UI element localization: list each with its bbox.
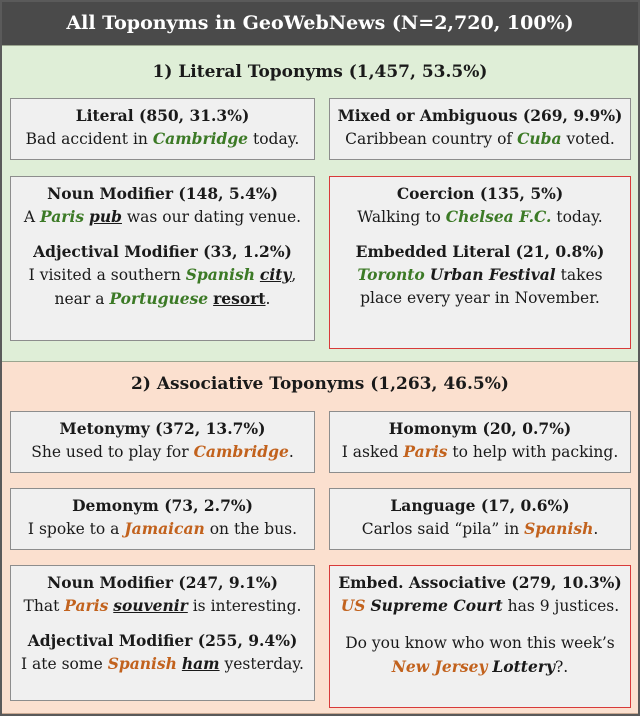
adjectival-modifier-title: Adjectival Modifier (255, 9.4%) — [27, 631, 298, 650]
head-noun: pub — [89, 207, 122, 226]
toponym: Jamaican — [124, 519, 205, 538]
toponym: Paris — [40, 207, 85, 226]
noun-modifier-title: Noun Modifier (247, 9.1%) — [47, 573, 278, 592]
toponym: Portuguese — [109, 289, 209, 308]
toponym: Paris — [64, 596, 109, 615]
metonymy-example: She used to play for Cambridge. — [31, 442, 294, 461]
associative-toponyms-section: 2) Associative Toponyms (1,263, 46.5%) M… — [2, 362, 638, 714]
embed-associative-example-line3: New Jersey Lottery?. — [391, 657, 569, 676]
literal-box: Literal (850, 31.3%) Bad accident in Cam… — [10, 98, 315, 160]
homonym-example: I asked Paris to help with packing. — [341, 442, 619, 461]
literal-box-title: Literal (850, 31.3%) — [75, 106, 250, 125]
embedded-literal-box: Coercion (135, 5%) Walking to Chelsea F.… — [329, 176, 631, 349]
noun-modifier-title: Noun Modifier (148, 5.4%) — [47, 184, 278, 203]
metonymy-box: Metonymy (372, 13.7%) She used to play f… — [10, 411, 315, 473]
demonym-example: I spoke to a Jamaican on the bus. — [27, 519, 298, 538]
metonymy-title: Metonymy (372, 13.7%) — [59, 419, 266, 438]
head-noun: city — [259, 265, 292, 284]
coercion-example: Walking to Chelsea F.C. today. — [357, 207, 603, 226]
language-example: Carlos said “pila” in Spanish. — [361, 519, 599, 538]
toponym: Spanish — [185, 265, 255, 284]
embedded-literal-example-line2: place every year in November. — [360, 289, 600, 307]
language-title: Language (17, 0.6%) — [390, 496, 570, 515]
toponym: Spanish — [524, 519, 594, 538]
literal-modifier-box: Noun Modifier (148, 5.4%) A Paris pub wa… — [10, 176, 315, 341]
toponym: Toronto — [357, 265, 425, 284]
literal-box-example: Bad accident in Cambridge today. — [25, 129, 300, 148]
toponym: US — [340, 596, 366, 615]
toponym: Cuba — [517, 129, 562, 148]
head-noun: ham — [181, 654, 220, 673]
toponym: New Jersey — [391, 657, 488, 676]
literal-toponyms-section: 1) Literal Toponyms (1,457, 53.5%) Liter… — [2, 45, 638, 362]
embedded-literal-example-line1: Toronto Urban Festival takes — [357, 265, 603, 284]
embed-associative-title: Embed. Associative (279, 10.3%) — [338, 573, 622, 592]
embed-associative-box: Embed. Associative (279, 10.3%) US Supre… — [329, 565, 631, 708]
demonym-box: Demonym (73, 2.7%) I spoke to a Jamaican… — [10, 488, 315, 550]
literal-section-title: 1) Literal Toponyms (1,457, 53.5%) — [152, 62, 488, 82]
associative-modifier-box: Noun Modifier (247, 9.1%) That Paris sou… — [10, 565, 315, 701]
embedded-literal-title: Embedded Literal (21, 0.8%) — [355, 242, 605, 261]
toponym: Spanish — [107, 654, 177, 673]
associative-section-title: 2) Associative Toponyms (1,263, 46.5%) — [131, 374, 509, 394]
demonym-title: Demonym (73, 2.7%) — [72, 496, 253, 515]
noun-modifier-example: A Paris pub was our dating venue. — [23, 207, 302, 226]
homonym-box: Homonym (20, 0.7%) I asked Paris to help… — [329, 411, 631, 473]
toponym: Cambridge — [193, 442, 289, 461]
adjectival-modifier-example-line1: I visited a southern Spanish city, — [28, 265, 297, 284]
embed-associative-example-line1: US Supreme Court has 9 justices. — [340, 596, 620, 615]
head-noun: resort — [213, 289, 266, 308]
adjectival-modifier-example: I ate some Spanish ham yesterday. — [20, 654, 304, 673]
toponym: Chelsea F.C. — [445, 207, 552, 226]
mixed-box-example: Caribbean country of Cuba voted. — [345, 129, 615, 148]
mixed-box-title: Mixed or Ambiguous (269, 9.9%) — [337, 106, 623, 125]
language-box: Language (17, 0.6%) Carlos said “pila” i… — [329, 488, 631, 550]
noun-modifier-example: That Paris souvenir is interesting. — [23, 596, 302, 615]
homonym-title: Homonym (20, 0.7%) — [388, 419, 572, 438]
head-noun: souvenir — [113, 596, 188, 615]
toponym: Paris — [403, 442, 448, 461]
adjectival-modifier-title: Adjectival Modifier (33, 1.2%) — [33, 242, 292, 261]
embed-associative-example-line2: Do you know who won this week’s — [345, 634, 615, 652]
coercion-title: Coercion (135, 5%) — [396, 184, 564, 203]
toponym: Cambridge — [152, 129, 249, 148]
adjectival-modifier-example-line2: near a Portuguese resort. — [54, 289, 271, 308]
figure-title: All Toponyms in GeoWebNews (N=2,720, 100… — [2, 2, 638, 45]
mixed-ambiguous-box: Mixed or Ambiguous (269, 9.9%) Caribbean… — [329, 98, 631, 160]
